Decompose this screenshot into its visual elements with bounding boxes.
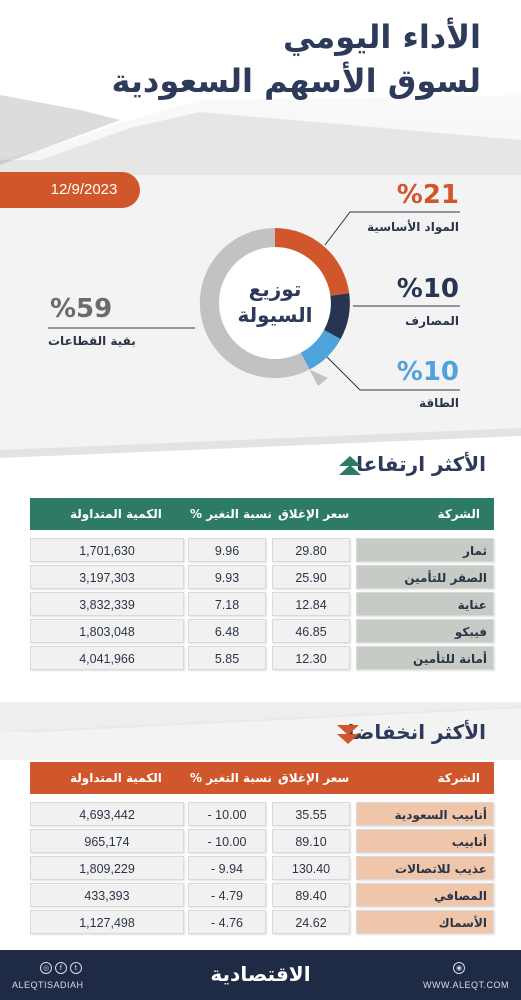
col-close: سعر الإغلاق — [278, 771, 350, 785]
table-row: 1,701,630 9.96 29.80 ثمار — [30, 538, 494, 562]
table-row: 1,127,498 - 4.76 24.62 الأسماك — [30, 910, 494, 934]
losers-table-header: الشركة سعر الإغلاق نسبة التغير % الكمية … — [30, 762, 494, 794]
cell-change: - 9.94 — [188, 856, 266, 880]
cell-company: الأسماك — [356, 910, 494, 934]
cell-volume: 3,197,303 — [30, 565, 184, 589]
cell-change: - 4.76 — [188, 910, 266, 934]
twitter-icon[interactable]: t — [70, 962, 82, 974]
materials-pct: %21 — [396, 180, 459, 210]
materials-label: المواد الأساسية — [367, 220, 459, 234]
cell-volume: 4,693,442 — [30, 802, 184, 826]
cell-close: 12.84 — [272, 592, 350, 616]
cell-change: 5.85 — [188, 646, 266, 670]
donut-slice-energy — [300, 330, 341, 370]
donut-slice-banks — [324, 293, 350, 340]
cell-volume: 1,701,630 — [30, 538, 184, 562]
cell-company: عناية — [356, 592, 494, 616]
col-company: الشركة — [437, 507, 480, 521]
cell-change: 7.18 — [188, 592, 266, 616]
table-row: 1,809,229 - 9.94 130.40 عذيب للاتصالات — [30, 856, 494, 880]
cell-change: 9.93 — [188, 565, 266, 589]
donut-slice-others — [199, 227, 310, 378]
energy-pct: %10 — [396, 357, 459, 387]
gainers-band — [0, 428, 521, 488]
social-icons: ◎ f t — [40, 962, 85, 974]
table-row: 3,832,339 7.18 12.84 عناية — [30, 592, 494, 616]
donut-center-line2: السيولة — [237, 303, 313, 327]
table-row: 433,393 - 4.79 89.40 المصافي — [30, 883, 494, 907]
website-link[interactable]: WWW.ALEQT.COM — [423, 980, 509, 990]
globe-icon: ◉ — [453, 962, 465, 974]
page-title-line2: لسوق الأسهم السعودية — [111, 62, 481, 100]
others-pct: %59 — [50, 294, 113, 324]
donut-slice-materials — [275, 228, 350, 296]
cell-close: 35.55 — [272, 802, 350, 826]
date-band — [0, 172, 28, 208]
social-handle[interactable]: ALEQTISADIAH — [12, 980, 84, 990]
cell-company: ثمار — [356, 538, 494, 562]
cell-close: 25.90 — [272, 565, 350, 589]
donut-center-line1: توزيع — [248, 277, 302, 301]
footer: ◎ f t ALEQTISADIAH الاقتصادية ◉ WWW.ALEQT.… — [0, 950, 521, 1000]
cell-volume: 1,803,048 — [30, 619, 184, 643]
col-close: سعر الإغلاق — [278, 507, 350, 521]
cell-change: 6.48 — [188, 619, 266, 643]
energy-label: الطاقة — [419, 396, 459, 410]
cell-close: 24.62 — [272, 910, 350, 934]
cell-close: 12.30 — [272, 646, 350, 670]
cell-close: 46.85 — [272, 619, 350, 643]
cell-volume: 1,809,229 — [30, 856, 184, 880]
instagram-icon[interactable]: ◎ — [40, 962, 52, 974]
banks-pct: %10 — [396, 274, 459, 304]
col-company: الشركة — [437, 771, 480, 785]
cell-close: 89.10 — [272, 829, 350, 853]
cell-volume: 433,393 — [30, 883, 184, 907]
cell-close: 130.40 — [272, 856, 350, 880]
col-change: نسبة التغير % — [190, 771, 272, 785]
date-badge: 12/9/2023 — [28, 172, 140, 208]
arrow-down-icon — [337, 725, 359, 744]
cell-company: فيبكو — [356, 619, 494, 643]
table-row: 1,803,048 6.48 46.85 فيبكو — [30, 619, 494, 643]
cell-volume: 965,174 — [30, 829, 184, 853]
col-volume: الكمية المتداولة — [70, 507, 162, 521]
cell-company: أنابيب — [356, 829, 494, 853]
cell-change: - 10.00 — [188, 802, 266, 826]
donut-center-label: توزيع السيولة — [190, 276, 360, 328]
cell-company: المصافي — [356, 883, 494, 907]
cell-change: - 4.79 — [188, 883, 266, 907]
cell-close: 89.40 — [272, 883, 350, 907]
brand-logo: الاقتصادية — [210, 962, 311, 986]
cell-volume: 1,127,498 — [30, 910, 184, 934]
cell-company: عذيب للاتصالات — [356, 856, 494, 880]
cell-volume: 4,041,966 — [30, 646, 184, 670]
cell-close: 29.80 — [272, 538, 350, 562]
cell-change: - 10.00 — [188, 829, 266, 853]
banks-label: المصارف — [405, 314, 459, 328]
cell-company: الصقر للتأمين — [356, 565, 494, 589]
liquidity-donut: توزيع السيولة — [190, 218, 360, 388]
cell-company: أنابيب السعودية — [356, 802, 494, 826]
losers-band — [0, 692, 521, 732]
table-row: 3,197,303 9.93 25.90 الصقر للتأمين — [30, 565, 494, 589]
header-decor — [0, 0, 521, 175]
cell-volume: 3,832,339 — [30, 592, 184, 616]
gainers-title: الأكثر ارتفاعا — [356, 452, 486, 476]
col-volume: الكمية المتداولة — [70, 771, 162, 785]
donut-svg — [199, 227, 350, 386]
table-row: 4,041,966 5.85 12.30 أمانة للتأمين — [30, 646, 494, 670]
cell-company: أمانة للتأمين — [356, 646, 494, 670]
gainers-table-header: الشركة سعر الإغلاق نسبة التغير % الكمية … — [30, 498, 494, 530]
table-row: 4,693,442 - 10.00 35.55 أنابيب السعودية — [30, 802, 494, 826]
table-row: 965,174 - 10.00 89.10 أنابيب — [30, 829, 494, 853]
losers-title: الأكثر انخفاضا — [347, 720, 486, 744]
arrow-up-icon — [339, 456, 361, 475]
facebook-icon[interactable]: f — [55, 962, 67, 974]
others-label: بقية القطاعات — [48, 334, 136, 348]
col-change: نسبة التغير % — [190, 507, 272, 521]
header: الأداء اليومي لسوق الأسهم السعودية — [0, 0, 521, 175]
cell-change: 9.96 — [188, 538, 266, 562]
page-title-line1: الأداء اليومي — [283, 18, 481, 56]
